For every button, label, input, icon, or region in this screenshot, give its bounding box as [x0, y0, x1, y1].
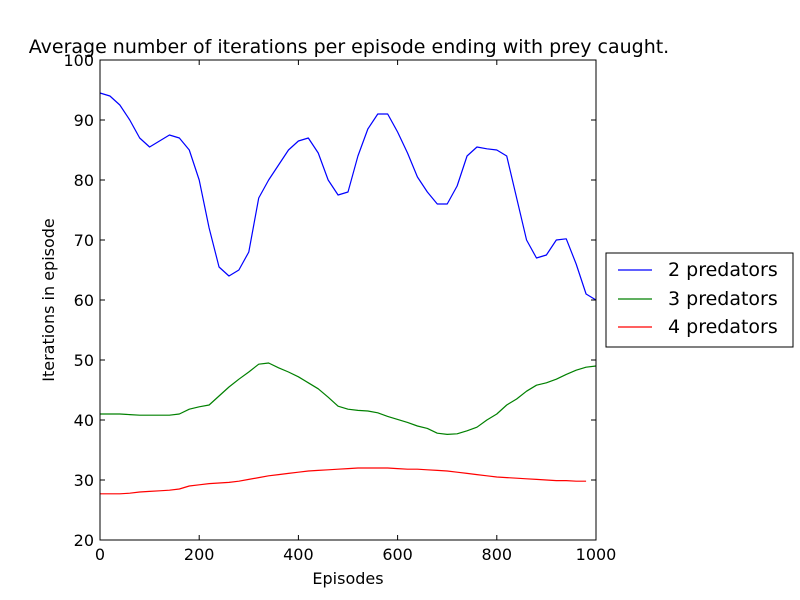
y-tick-label-30: 30: [74, 471, 94, 490]
y-tick-label-90: 90: [74, 111, 94, 130]
x-tick-label-400: 400: [283, 545, 314, 564]
y-tick-label-50: 50: [74, 351, 94, 370]
y-tick-label-20: 20: [74, 531, 94, 550]
series-line-4-predators: [100, 467, 587, 495]
legend: 2 predators 3 predators 4 predators: [605, 252, 794, 348]
legend-label-3-predators: 3 predators: [668, 288, 778, 310]
ticks-layer: 0 200 400 600 800 1000 20 30 40 50 60 70 80 90 100: [63, 51, 616, 564]
series-line-3-predators: [100, 362, 597, 435]
x-axis-label: Episodes: [312, 569, 383, 588]
legend-box: [605, 252, 794, 348]
x-tick-label-600: 600: [382, 545, 413, 564]
chart-title: Average number of iterations per episode…: [29, 36, 669, 58]
x-tick-label-0: 0: [95, 545, 105, 564]
x-tick-label-1000: 1000: [576, 545, 617, 564]
legend-label-4-predators: 4 predators: [668, 316, 778, 338]
y-tick-label-70: 70: [74, 231, 94, 250]
x-tick-label-200: 200: [184, 545, 215, 564]
y-tick-label-40: 40: [74, 411, 94, 430]
y-tick-label-100: 100: [63, 51, 94, 70]
y-tick-label-60: 60: [74, 291, 94, 310]
series-layer: [99, 92, 597, 495]
legend-label-2-predators: 2 predators: [668, 259, 778, 281]
y-axis-label: Iterations in episode: [39, 218, 58, 382]
series-line-2-predators: [99, 92, 597, 301]
x-tick-label-800: 800: [482, 545, 513, 564]
y-tick-label-80: 80: [74, 171, 94, 190]
